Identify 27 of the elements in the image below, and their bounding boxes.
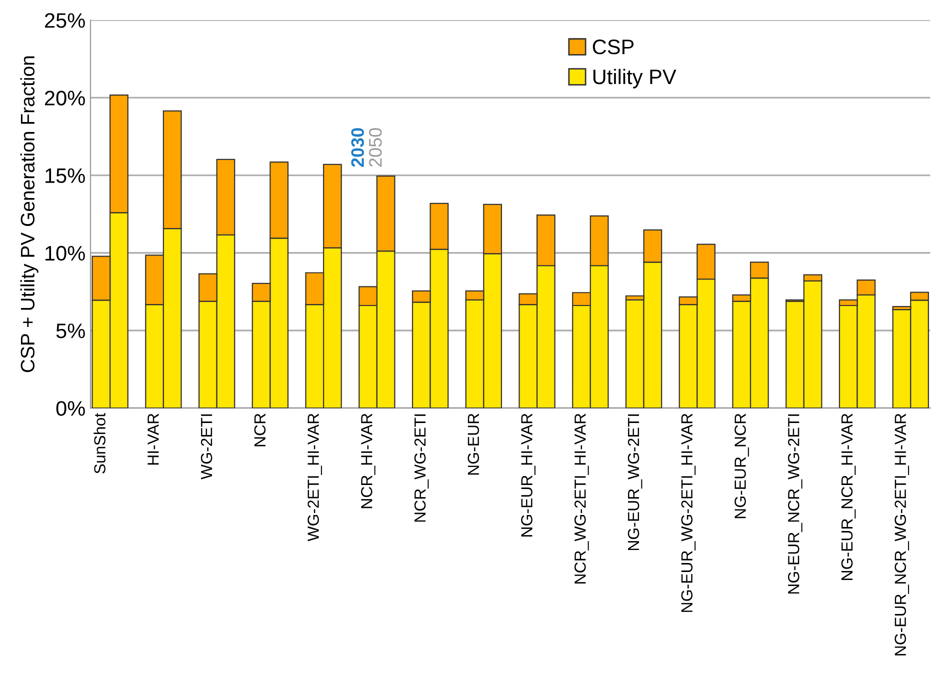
annotation: 2050	[368, 128, 382, 167]
x-tick-label: NG-EUR_HI-VAR	[521, 414, 536, 536]
y-tick-label: 0%	[56, 401, 85, 416]
x-tick-label: HI-VAR	[148, 414, 159, 465]
legend-label: Utility PV	[593, 68, 676, 88]
x-tick-label: NG-EUR	[468, 414, 480, 475]
x-tick-label: NCR	[254, 414, 266, 446]
y-tick-label: 15%	[46, 168, 85, 184]
legend-label: CSP	[592, 40, 634, 54]
y-tick-label: 10%	[46, 246, 85, 261]
x-tick-label: NG-EUR_NCR_WG-2ETI	[788, 414, 802, 594]
y-tick-label: 5%	[56, 324, 85, 338]
x-tick-label: WG-2ETI	[200, 414, 212, 480]
x-tick-label: NG-EUR_NCR_WG-2ETI_HI-VAR	[894, 414, 910, 656]
x-tick-label: NG-EUR_WG-2ETI	[628, 414, 642, 550]
annotation: 2030	[351, 128, 364, 167]
x-tick-label: NCR_HI-VAR	[361, 414, 376, 508]
x-tick-label: NG-EUR_NCR	[734, 414, 749, 518]
x-tick-label: NCR_WG-2ETI_HI-VAR	[574, 414, 589, 584]
y-tick-label: 20%	[44, 90, 85, 106]
y-axis-title: CSP + Utility PV Generation Fraction	[20, 56, 38, 372]
y-tick-label: 25%	[44, 13, 85, 28]
x-tick-label: WG-2ETI_HI-VAR	[308, 414, 322, 542]
x-tick-label: NG-EUR_NCR_HI-VAR	[841, 414, 856, 580]
x-tick-label: NCR_WG-2ETI	[414, 414, 429, 522]
x-tick-label: NG-EUR_WG-2ETI_HI-VAR	[681, 414, 696, 612]
x-tick-label: SunShot	[94, 413, 106, 474]
